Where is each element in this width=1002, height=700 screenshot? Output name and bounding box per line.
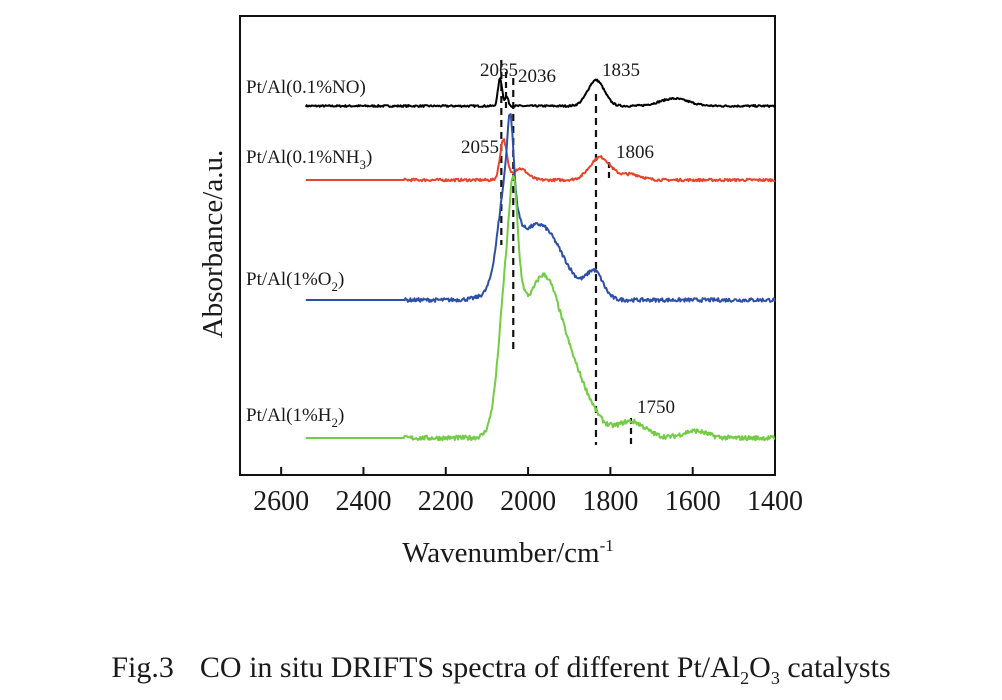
x-axis-title: Wavenumber/cm-1 [402, 536, 614, 569]
caption-tail: catalysts [779, 651, 891, 684]
series-line-2 [305, 138, 776, 183]
series-label-4: Pt/Al(1%H2) [246, 405, 344, 430]
plot-frame [239, 15, 776, 476]
peak-label-2055: 2055 [461, 137, 499, 158]
peak-label-1835: 1835 [602, 60, 640, 81]
peak-label-1806: 1806 [616, 142, 654, 163]
x-tick-label: 2000 [500, 486, 556, 517]
caption-sub-2: 2 [740, 668, 750, 688]
series-label-2: Pt/Al(0.1%NH3) [246, 147, 372, 172]
series-line-3 [305, 113, 776, 303]
peak-label-1750: 1750 [637, 397, 675, 418]
series-label-1: Pt/Al(0.1%NO) [246, 77, 366, 98]
x-tick-label: 2200 [418, 486, 474, 517]
caption-prefix: Fig.3 [111, 651, 174, 684]
peak-label-2036: 2036 [518, 66, 556, 87]
series-line-1 [304, 77, 776, 108]
caption-mid: O [749, 651, 771, 684]
figure-caption: Fig.3 CO in situ DRIFTS spectra of differ… [0, 651, 1002, 688]
reference-lines [500, 60, 633, 448]
series-label-3: Pt/Al(1%O2) [246, 269, 344, 294]
x-tick-label: 2600 [253, 486, 309, 517]
caption-text: CO in situ DRIFTS spectra of different P… [199, 651, 741, 684]
series-line-4 [305, 174, 776, 442]
x-axis-ticks: 2600 2400 2200 2000 1800 1600 1400 [253, 467, 803, 517]
peak-labels: 2065 2036 1835 2055 1806 1750 [461, 60, 675, 418]
x-tick-label: 1800 [582, 486, 638, 517]
series-labels: Pt/Al(0.1%NO) Pt/Al(0.1%NH3) Pt/Al(1%O2) Pt… [246, 77, 372, 430]
x-tick-label: 1600 [665, 486, 721, 517]
x-tick-label: 1400 [747, 486, 803, 517]
y-axis-title: Absorbance/a.u. [197, 150, 229, 338]
series-layer [304, 77, 776, 442]
caption-sub-3: 3 [770, 668, 780, 688]
drifts-chart: 2600 2400 2200 2000 1800 1600 1400 Pt/Al(0.1%N… [197, 15, 803, 569]
x-axis-title-superscript: -1 [600, 536, 614, 555]
x-tick-label: 2400 [335, 486, 391, 517]
peak-label-2065: 2065 [480, 60, 518, 81]
